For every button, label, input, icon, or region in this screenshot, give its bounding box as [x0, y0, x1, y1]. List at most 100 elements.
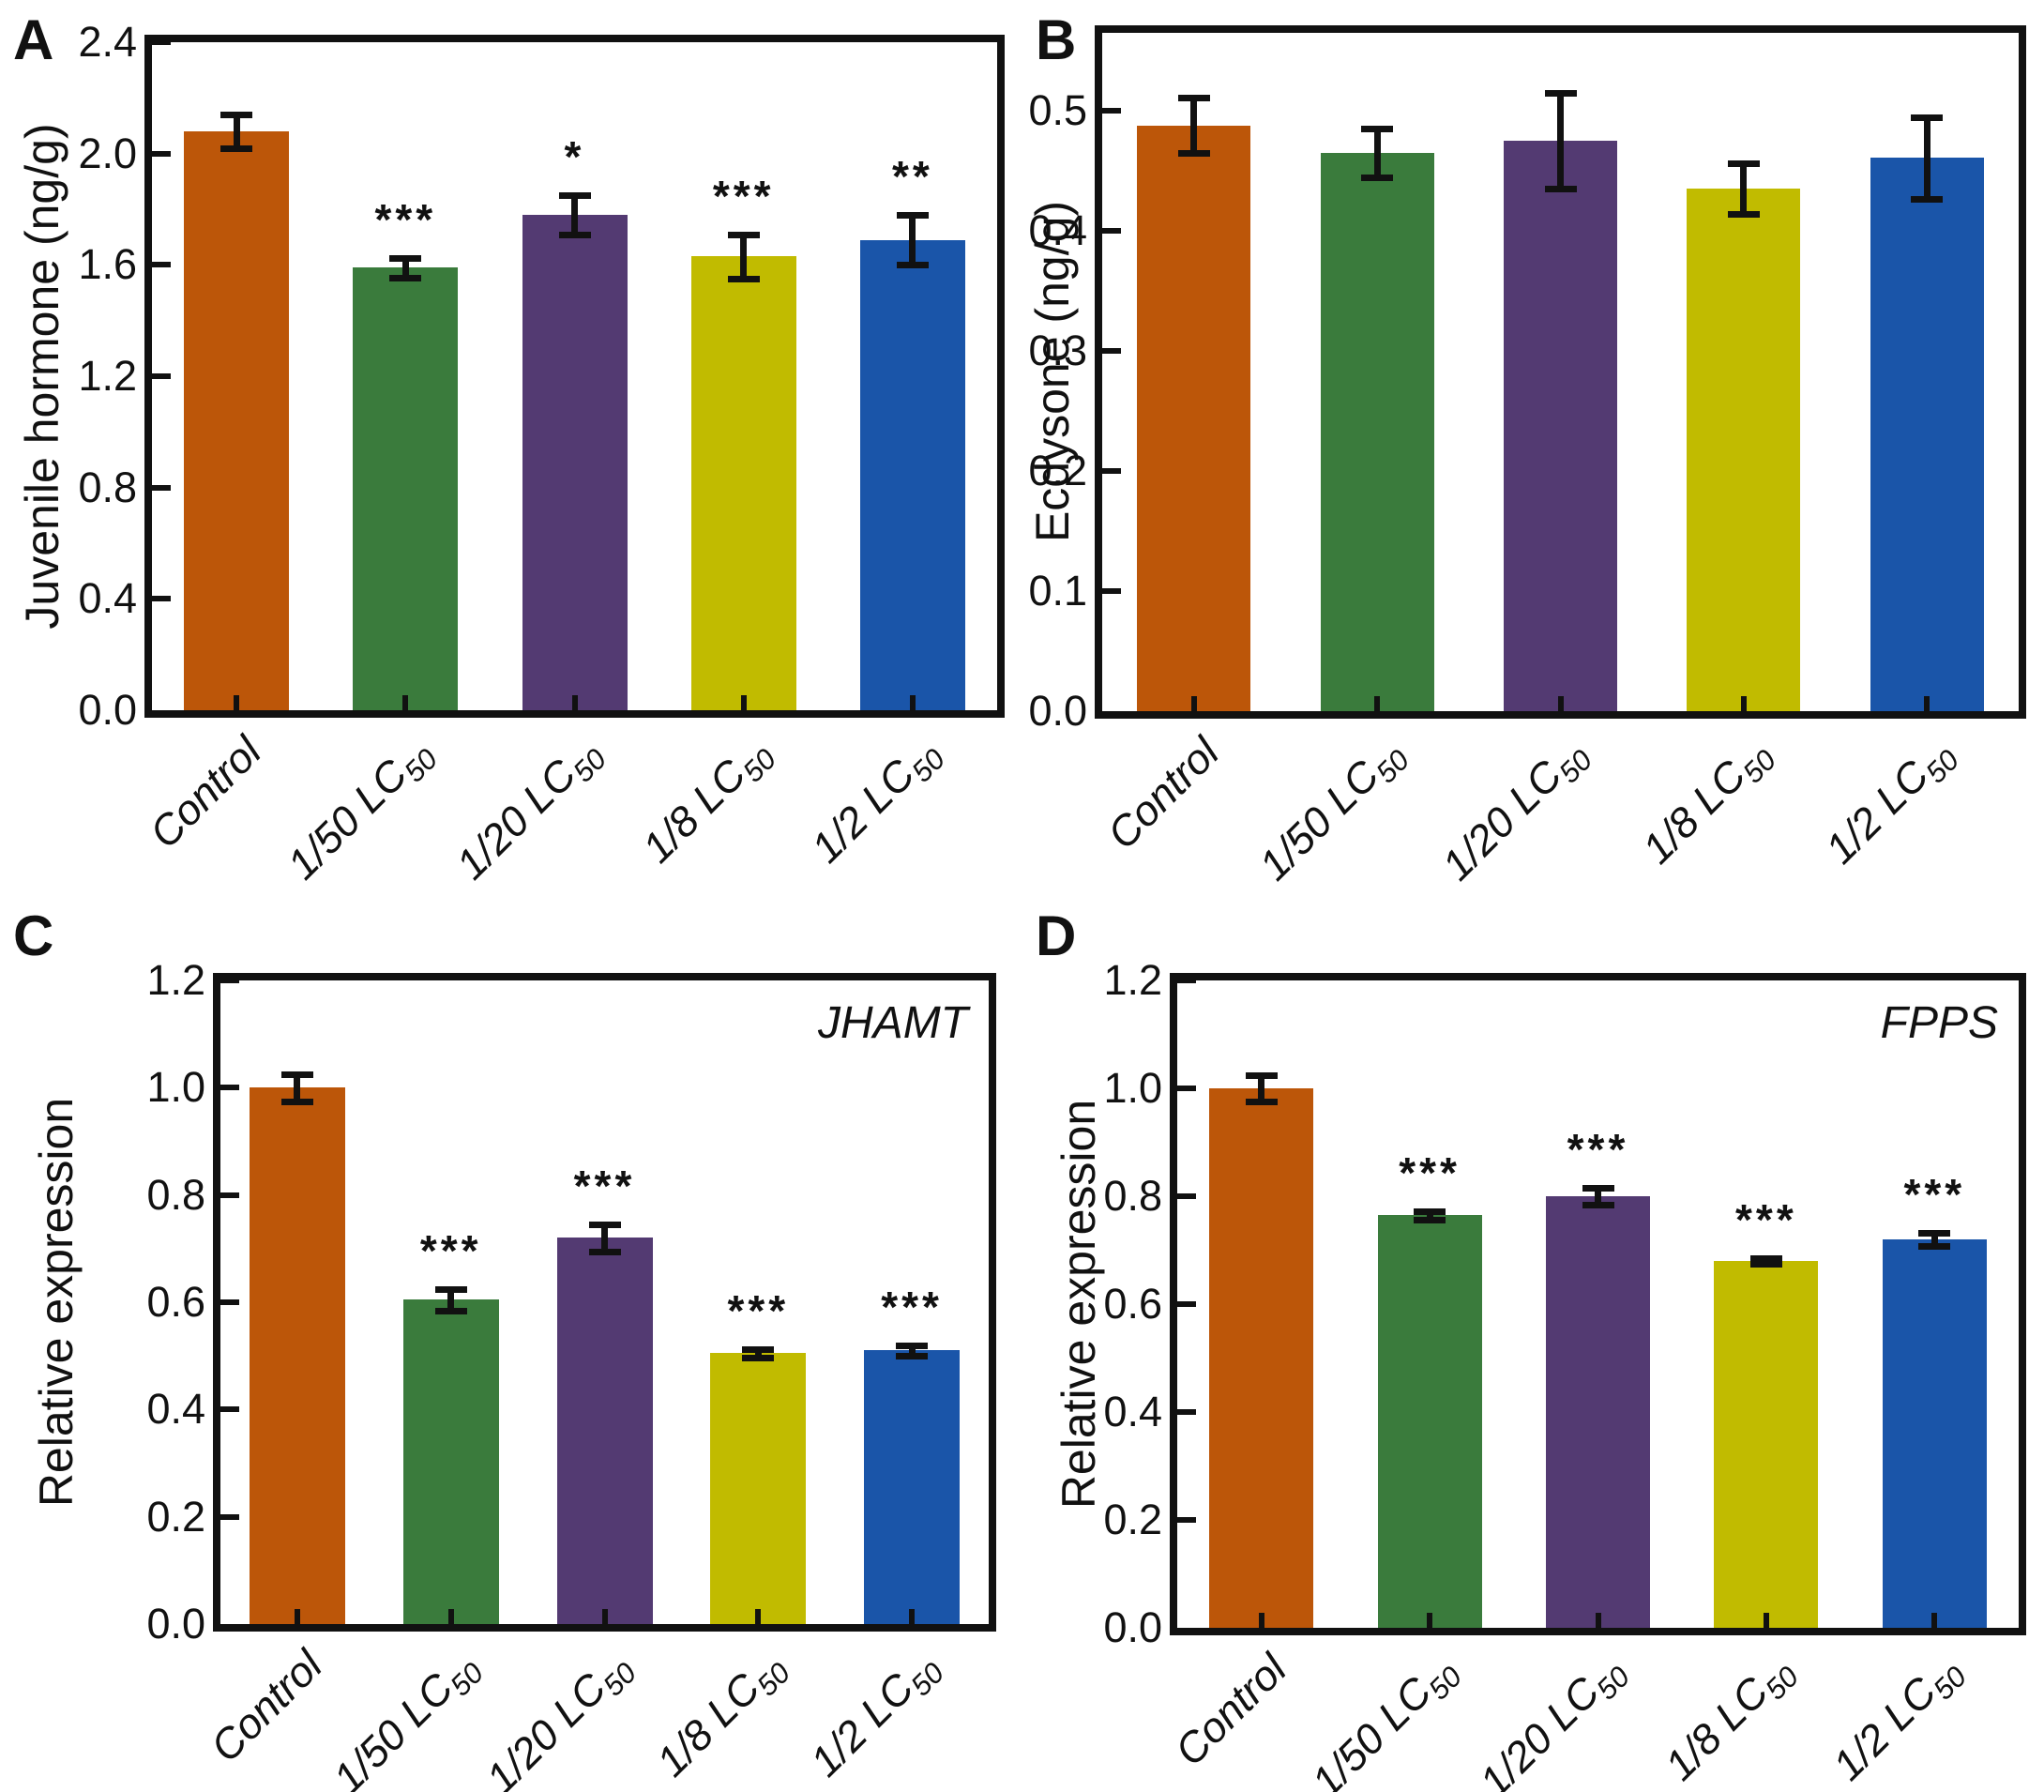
bar-1/20 LC50: [1504, 141, 1617, 711]
bar-1/8 LC50: [691, 256, 796, 710]
y-tick: [1177, 1193, 1196, 1199]
y-tick-label: 0.0: [1028, 687, 1087, 735]
y-tick-label: 0.8: [146, 1170, 205, 1219]
x-tick-label: 1/20 LC50: [447, 727, 614, 894]
error-bar-cap-top: [896, 1342, 929, 1349]
error-bar-cap-top: [896, 211, 929, 219]
y-tick-label: 0.8: [1103, 1172, 1162, 1220]
axis-frame: [1095, 25, 2026, 719]
x-tick-label-text: Control: [1098, 728, 1228, 858]
panel-letter: C: [13, 904, 54, 967]
error-bar: [1426, 1210, 1433, 1220]
x-tick: [1427, 1613, 1433, 1628]
y-tick-label: 2.4: [78, 18, 137, 66]
y-tick-label: 1.2: [78, 352, 137, 400]
x-tick: [909, 695, 916, 710]
significance-stars: ***: [573, 1162, 636, 1211]
error-bar: [1595, 1188, 1601, 1205]
x-tick-label: 1/50 LC50: [1302, 1645, 1469, 1792]
x-tick-label-text: 1/8 LC: [632, 750, 755, 873]
y-tick-label: 0.0: [1103, 1603, 1162, 1651]
x-tick-label-text: Control: [1165, 1645, 1295, 1775]
x-tick-label-text: 1/20 LC: [447, 750, 586, 888]
x-tick: [234, 695, 240, 710]
x-tick: [571, 695, 578, 710]
x-tick-label-text: 1/20 LC: [1432, 751, 1572, 889]
bar-1/2 LC50: [1870, 158, 1984, 711]
x-tick: [1931, 1613, 1938, 1628]
error-bar-cap-top: [1245, 1071, 1278, 1079]
significance-stars: ***: [419, 1225, 482, 1275]
error-bar-cap-top: [727, 231, 760, 238]
x-tick-label-text: 1/50 LC: [1249, 751, 1388, 889]
error-bar-cap-bottom: [896, 262, 929, 269]
error-bar-cap-bottom: [558, 231, 591, 238]
x-tick-label: 1/2 LC50: [802, 727, 952, 877]
error-bar: [294, 1074, 301, 1101]
y-tick: [1177, 1086, 1196, 1091]
error-bar-cap-top: [1749, 1255, 1782, 1263]
x-tick-label: Control: [1165, 1645, 1295, 1775]
x-tick-label: Control: [141, 727, 271, 858]
panel-letter: A: [13, 8, 54, 71]
significance-stars: ***: [1567, 1125, 1629, 1175]
x-tick-label-text: 1/8 LC: [1632, 751, 1755, 873]
y-tick: [220, 1513, 239, 1520]
error-bar-cap-top: [389, 254, 422, 262]
error-bar-cap-top: [1177, 95, 1210, 102]
x-tick-label: 1/8 LC50: [647, 1641, 797, 1791]
y-tick: [152, 39, 171, 45]
x-tick-label-text: 1/2 LC: [800, 1663, 923, 1786]
error-bar-cap-bottom: [742, 1354, 775, 1361]
x-tick: [1595, 1613, 1601, 1628]
error-bar-cap-bottom: [896, 1353, 929, 1360]
y-tick: [1102, 228, 1121, 235]
y-tick-label: 0.2: [1103, 1496, 1162, 1543]
x-tick: [1740, 696, 1747, 711]
error-bar: [1557, 92, 1564, 190]
y-tick: [152, 262, 171, 268]
error-bar-cap-top: [742, 1345, 775, 1353]
x-tick: [740, 695, 747, 710]
y-tick: [220, 1192, 239, 1198]
error-bar-cap-top: [280, 1071, 313, 1079]
bar-1/20 LC50: [557, 1238, 653, 1624]
error-bar-cap-top: [588, 1222, 621, 1229]
error-bar-cap-bottom: [1727, 211, 1760, 219]
error-bar-cap-top: [1414, 1207, 1446, 1215]
error-bar: [1373, 129, 1381, 177]
error-bar-cap-bottom: [1361, 174, 1394, 181]
x-tick-label-text: 1/8 LC: [647, 1663, 769, 1786]
error-bar-cap-top: [1361, 126, 1394, 133]
axis-frame: [144, 35, 1005, 718]
significance-stars: ***: [712, 171, 775, 220]
y-tick-label: 1.0: [146, 1063, 205, 1112]
y-tick-label: 0.0: [78, 686, 137, 734]
bar-1/8 LC50: [1714, 1261, 1818, 1628]
y-tick: [1102, 348, 1121, 355]
bar-1/50 LC50: [1321, 153, 1434, 711]
x-tick-label-text: 1/50 LC: [323, 1663, 462, 1792]
x-tick-label: 1/8 LC50: [1656, 1645, 1806, 1792]
error-bar-cap-bottom: [1414, 1216, 1446, 1223]
y-tick-label: 1.0: [1103, 1064, 1162, 1112]
y-tick-label: 1.2: [146, 956, 205, 1004]
x-tick: [1258, 1613, 1264, 1628]
x-tick: [1374, 696, 1381, 711]
y-tick-label: 0.5: [1028, 86, 1087, 135]
bar-1/50 LC50: [403, 1299, 499, 1624]
significance-stars: **: [891, 151, 933, 201]
error-bar-cap-top: [558, 192, 591, 200]
error-bar-cap-bottom: [220, 144, 253, 152]
error-bar-cap-top: [1727, 160, 1760, 168]
x-tick-label-text: Control: [201, 1641, 331, 1771]
y-tick-label: 0.4: [78, 574, 137, 623]
x-tick-label-text: Control: [140, 727, 271, 858]
error-bar-cap-bottom: [588, 1248, 621, 1255]
x-tick: [294, 1609, 300, 1624]
x-tick-label-text: 1/2 LC: [801, 750, 924, 873]
y-tick: [152, 150, 171, 157]
error-bar: [571, 195, 578, 235]
axis-frame: [1170, 973, 2026, 1635]
x-tick: [447, 1609, 454, 1624]
